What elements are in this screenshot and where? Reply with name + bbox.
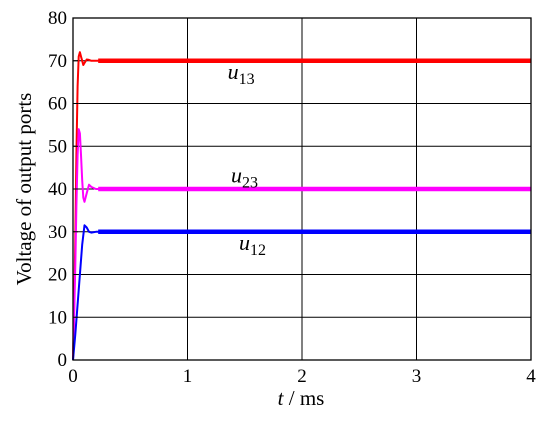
series-labels: u13 u23 u12	[228, 59, 266, 259]
x-tick-label: 3	[412, 366, 422, 387]
x-axis-unit: ms	[300, 386, 325, 410]
x-axis-label: t / ms	[278, 386, 325, 410]
y-tick-labels: 0 10 20 30 40 50 60 70 80	[48, 8, 67, 371]
x-axis-variable: t	[278, 386, 285, 410]
y-tick-label: 70	[48, 51, 67, 72]
series-group	[72, 51, 531, 361]
x-tick-labels: 0 1 2 3 4	[68, 366, 536, 387]
series-line-u12	[72, 224, 531, 361]
x-tick-label: 1	[183, 366, 193, 387]
y-tick-label: 80	[48, 8, 67, 29]
y-tick-label: 60	[48, 94, 67, 115]
tick-marks	[72, 17, 532, 361]
x-tick-label: 0	[68, 366, 78, 387]
x-axis-separator: /	[283, 386, 299, 410]
y-tick-label: 10	[48, 307, 67, 328]
series-label-u13: u13	[228, 59, 255, 88]
y-tick-label: 50	[48, 136, 67, 157]
x-tick-label: 2	[297, 366, 307, 387]
y-tick-label: 30	[48, 222, 67, 243]
y-tick-label: 0	[58, 350, 68, 371]
y-tick-label: 40	[48, 179, 67, 200]
y-tick-label: 20	[48, 265, 67, 286]
series-label-u12: u12	[239, 230, 266, 259]
series-line-u23	[72, 128, 531, 361]
x-tick-label: 4	[526, 366, 536, 387]
series-label-u23: u23	[231, 162, 258, 191]
y-axis-label: Voltage of output ports	[12, 93, 36, 286]
